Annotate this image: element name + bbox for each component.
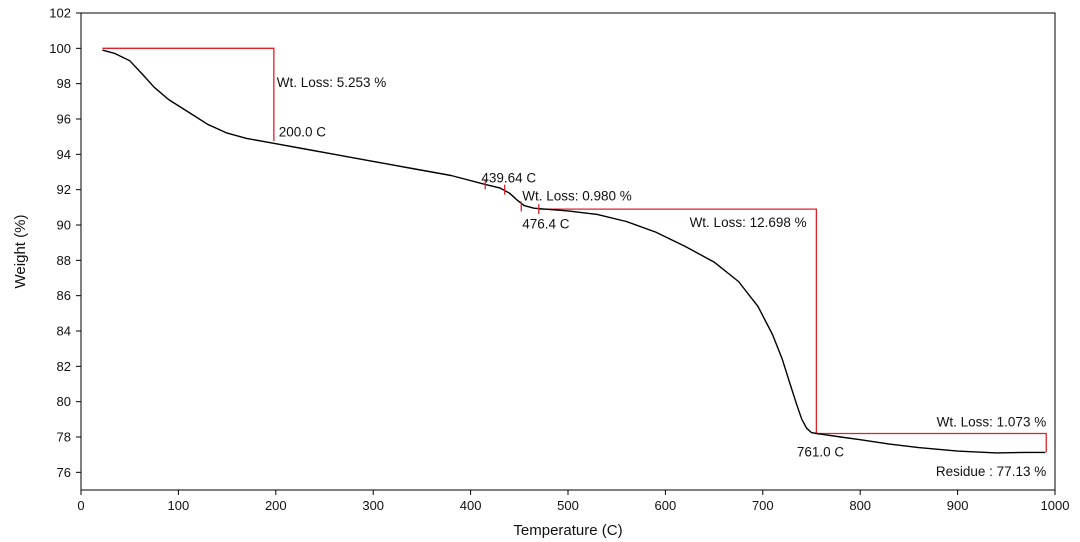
annotation-label: Residue : 77.13 % bbox=[936, 464, 1046, 479]
x-tick-label: 400 bbox=[460, 498, 482, 513]
annotation-label: Wt. Loss: 12.698 % bbox=[690, 215, 807, 230]
annotation-label: 439.64 C bbox=[481, 171, 536, 186]
weight-loss-step bbox=[816, 432, 1047, 453]
weight-curve bbox=[102, 49, 1046, 454]
curves bbox=[102, 49, 1046, 454]
ticks: 0 100 200 300 400 500 600 700 800 900 1000 76 78 80 82… bbox=[49, 6, 1069, 514]
y-tick-label: 92 bbox=[57, 182, 71, 197]
y-tick-label: 86 bbox=[57, 288, 71, 303]
x-tick-label: 500 bbox=[557, 498, 579, 513]
annotations: Wt. Loss: 5.253 % 200.0 C 439.64 C Wt. Loss… bbox=[277, 75, 1046, 479]
weight-loss-step bbox=[102, 47, 275, 142]
annotation-label: Wt. Loss: 1.073 % bbox=[937, 414, 1047, 429]
x-tick-label: 700 bbox=[752, 498, 774, 513]
y-tick-label: 96 bbox=[57, 112, 71, 127]
axes bbox=[80, 12, 1056, 491]
x-tick-label: 200 bbox=[265, 498, 287, 513]
annotation-label: 200.0 C bbox=[279, 125, 327, 140]
y-tick-label: 82 bbox=[57, 359, 71, 374]
y-tick-label: 94 bbox=[57, 147, 71, 162]
y-tick-label: 76 bbox=[57, 465, 71, 480]
y-tick-label: 80 bbox=[57, 394, 71, 409]
annotation-label: Wt. Loss: 0.980 % bbox=[522, 188, 632, 203]
y-tick-label: 90 bbox=[57, 218, 71, 233]
x-tick-label: 300 bbox=[362, 498, 384, 513]
y-tick-label: 84 bbox=[57, 324, 71, 339]
x-tick-label: 0 bbox=[77, 498, 84, 513]
x-tick-label: 100 bbox=[168, 498, 190, 513]
x-axis-label: Temperature (C) bbox=[513, 522, 622, 539]
annotation-label: 761.0 C bbox=[797, 444, 845, 459]
x-tick-label: 1000 bbox=[1041, 498, 1070, 513]
y-tick-label: 88 bbox=[57, 253, 71, 268]
x-tick-label: 900 bbox=[947, 498, 969, 513]
annotation-label: Wt. Loss: 5.253 % bbox=[277, 75, 387, 90]
x-tick-label: 600 bbox=[655, 498, 677, 513]
y-tick-label: 102 bbox=[49, 6, 71, 21]
x-tick-label: 800 bbox=[849, 498, 871, 513]
weight-loss-step bbox=[538, 208, 818, 434]
markers bbox=[484, 179, 540, 215]
y-tick-label: 78 bbox=[57, 430, 71, 445]
annotation-label: 476.4 C bbox=[522, 217, 570, 232]
weight-loss-steps bbox=[102, 47, 1047, 453]
y-tick-label: 98 bbox=[57, 76, 71, 91]
y-axis-label: Weight (%) bbox=[12, 215, 29, 289]
plot-frame bbox=[80, 12, 1056, 491]
y-tick-label: 100 bbox=[49, 41, 71, 56]
